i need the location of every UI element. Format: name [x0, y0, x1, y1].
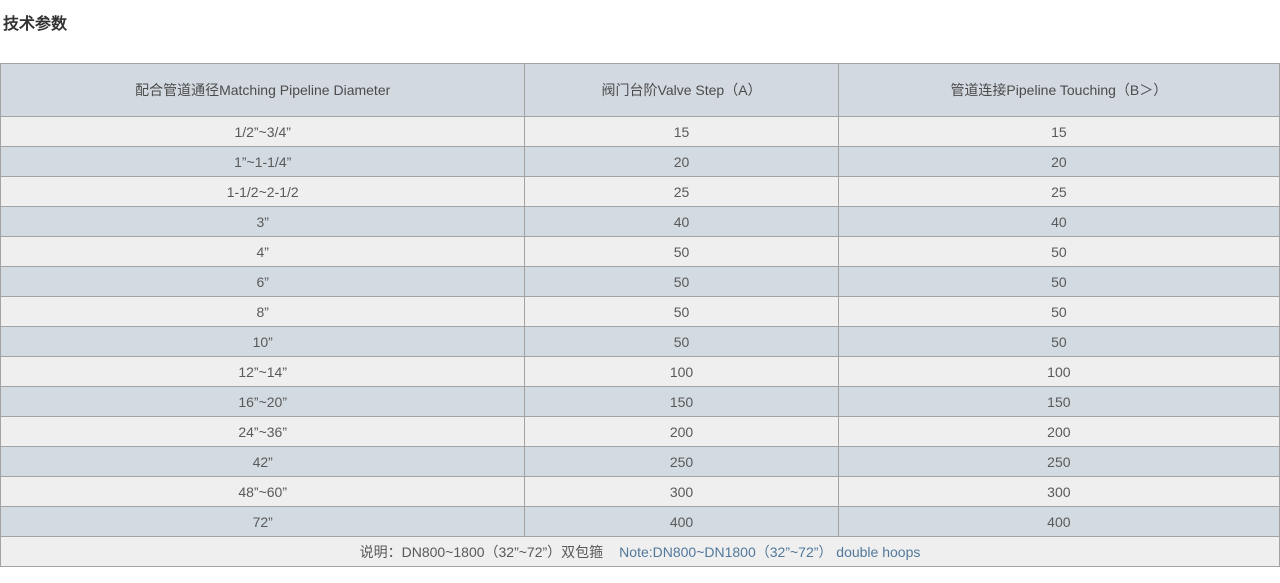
diameter-cell: 4”: [0, 236, 526, 267]
valve-step-cell: 200: [524, 416, 839, 447]
table-row: 24”~36” 200 200: [0, 416, 1280, 447]
diameter-cell: 1-1/2~2-1/2: [0, 176, 526, 207]
diameter-cell: 72”: [0, 506, 526, 537]
table-row: 16”~20” 150 150: [0, 386, 1280, 417]
table-footer: 说明：DN800~1800（32”~72”）双包箍 Note:DN800~DN18…: [0, 536, 1280, 567]
table-body: 1/2”~3/4” 15 15 1”~1-1/4” 20 20 1-1/2~2-1/2 25 2…: [0, 116, 1280, 537]
pipeline-touching-cell: 20: [837, 146, 1280, 177]
pipeline-touching-cell: 50: [837, 266, 1280, 297]
table-row: 10” 50 50: [0, 326, 1280, 357]
pipeline-touching-cell: 150: [837, 386, 1280, 417]
diameter-cell: 24”~36”: [0, 416, 526, 447]
table-row: 8” 50 50: [0, 296, 1280, 327]
diameter-cell: 10”: [0, 326, 526, 357]
valve-step-cell: 50: [524, 296, 839, 327]
valve-step-cell: 40: [524, 206, 839, 237]
valve-step-cell: 15: [524, 116, 839, 147]
valve-step-cell: 300: [524, 476, 839, 507]
table-row: 1/2”~3/4” 15 15: [0, 116, 1280, 147]
pipeline-touching-cell: 200: [837, 416, 1280, 447]
table-row: 48”~60” 300 300: [0, 476, 1280, 507]
column-header-pipeline-touching: 管道连接Pipeline Touching（B＞）: [837, 63, 1280, 117]
valve-step-cell: 250: [524, 446, 839, 477]
table-row: 6” 50 50: [0, 266, 1280, 297]
table-header: 配合管道通径Matching Pipeline Diameter 阀门台阶Val…: [0, 63, 1280, 117]
pipeline-touching-cell: 15: [837, 116, 1280, 147]
pipeline-touching-cell: 50: [837, 326, 1280, 357]
tech-params-table: 配合管道通径Matching Pipeline Diameter 阀门台阶Val…: [0, 63, 1280, 567]
table-row: 42” 250 250: [0, 446, 1280, 477]
diameter-cell: 6”: [0, 266, 526, 297]
pipeline-touching-cell: 250: [837, 446, 1280, 477]
valve-step-cell: 50: [524, 266, 839, 297]
pipeline-touching-cell: 50: [837, 236, 1280, 267]
valve-step-cell: 50: [524, 236, 839, 267]
column-header-valve-step: 阀门台阶Valve Step（A）: [524, 63, 839, 117]
valve-step-cell: 50: [524, 326, 839, 357]
pipeline-touching-cell: 40: [837, 206, 1280, 237]
diameter-cell: 42”: [0, 446, 526, 477]
footer-note-chinese: 说明：DN800~1800（32”~72”）双包箍: [359, 543, 604, 560]
valve-step-cell: 25: [524, 176, 839, 207]
column-header-matching-pipeline-diameter: 配合管道通径Matching Pipeline Diameter: [0, 63, 526, 117]
table-row: 12”~14” 100 100: [0, 356, 1280, 387]
pipeline-touching-cell: 400: [837, 506, 1280, 537]
pipeline-touching-cell: 300: [837, 476, 1280, 507]
valve-step-cell: 400: [524, 506, 839, 537]
footer-note-cell: 说明：DN800~1800（32”~72”）双包箍 Note:DN800~DN18…: [0, 536, 1280, 567]
diameter-cell: 8”: [0, 296, 526, 327]
diameter-cell: 1”~1-1/4”: [0, 146, 526, 177]
footer-note-english: Note:DN800~DN1800（32”~72”） double hoops: [619, 543, 921, 560]
header-row: 配合管道通径Matching Pipeline Diameter 阀门台阶Val…: [0, 63, 1280, 117]
diameter-cell: 16”~20”: [0, 386, 526, 417]
pipeline-touching-cell: 100: [837, 356, 1280, 387]
table-row: 3” 40 40: [0, 206, 1280, 237]
diameter-cell: 48”~60”: [0, 476, 526, 507]
table-row: 4” 50 50: [0, 236, 1280, 267]
table-row: 72” 400 400: [0, 506, 1280, 537]
table-row: 1-1/2~2-1/2 25 25: [0, 176, 1280, 207]
pipeline-touching-cell: 25: [837, 176, 1280, 207]
footer-row: 说明：DN800~1800（32”~72”）双包箍 Note:DN800~DN18…: [0, 536, 1280, 567]
valve-step-cell: 100: [524, 356, 839, 387]
valve-step-cell: 150: [524, 386, 839, 417]
diameter-cell: 3”: [0, 206, 526, 237]
pipeline-touching-cell: 50: [837, 296, 1280, 327]
page-title: 技术参数: [3, 16, 68, 33]
diameter-cell: 12”~14”: [0, 356, 526, 387]
table-row: 1”~1-1/4” 20 20: [0, 146, 1280, 177]
valve-step-cell: 20: [524, 146, 839, 177]
diameter-cell: 1/2”~3/4”: [0, 116, 526, 147]
